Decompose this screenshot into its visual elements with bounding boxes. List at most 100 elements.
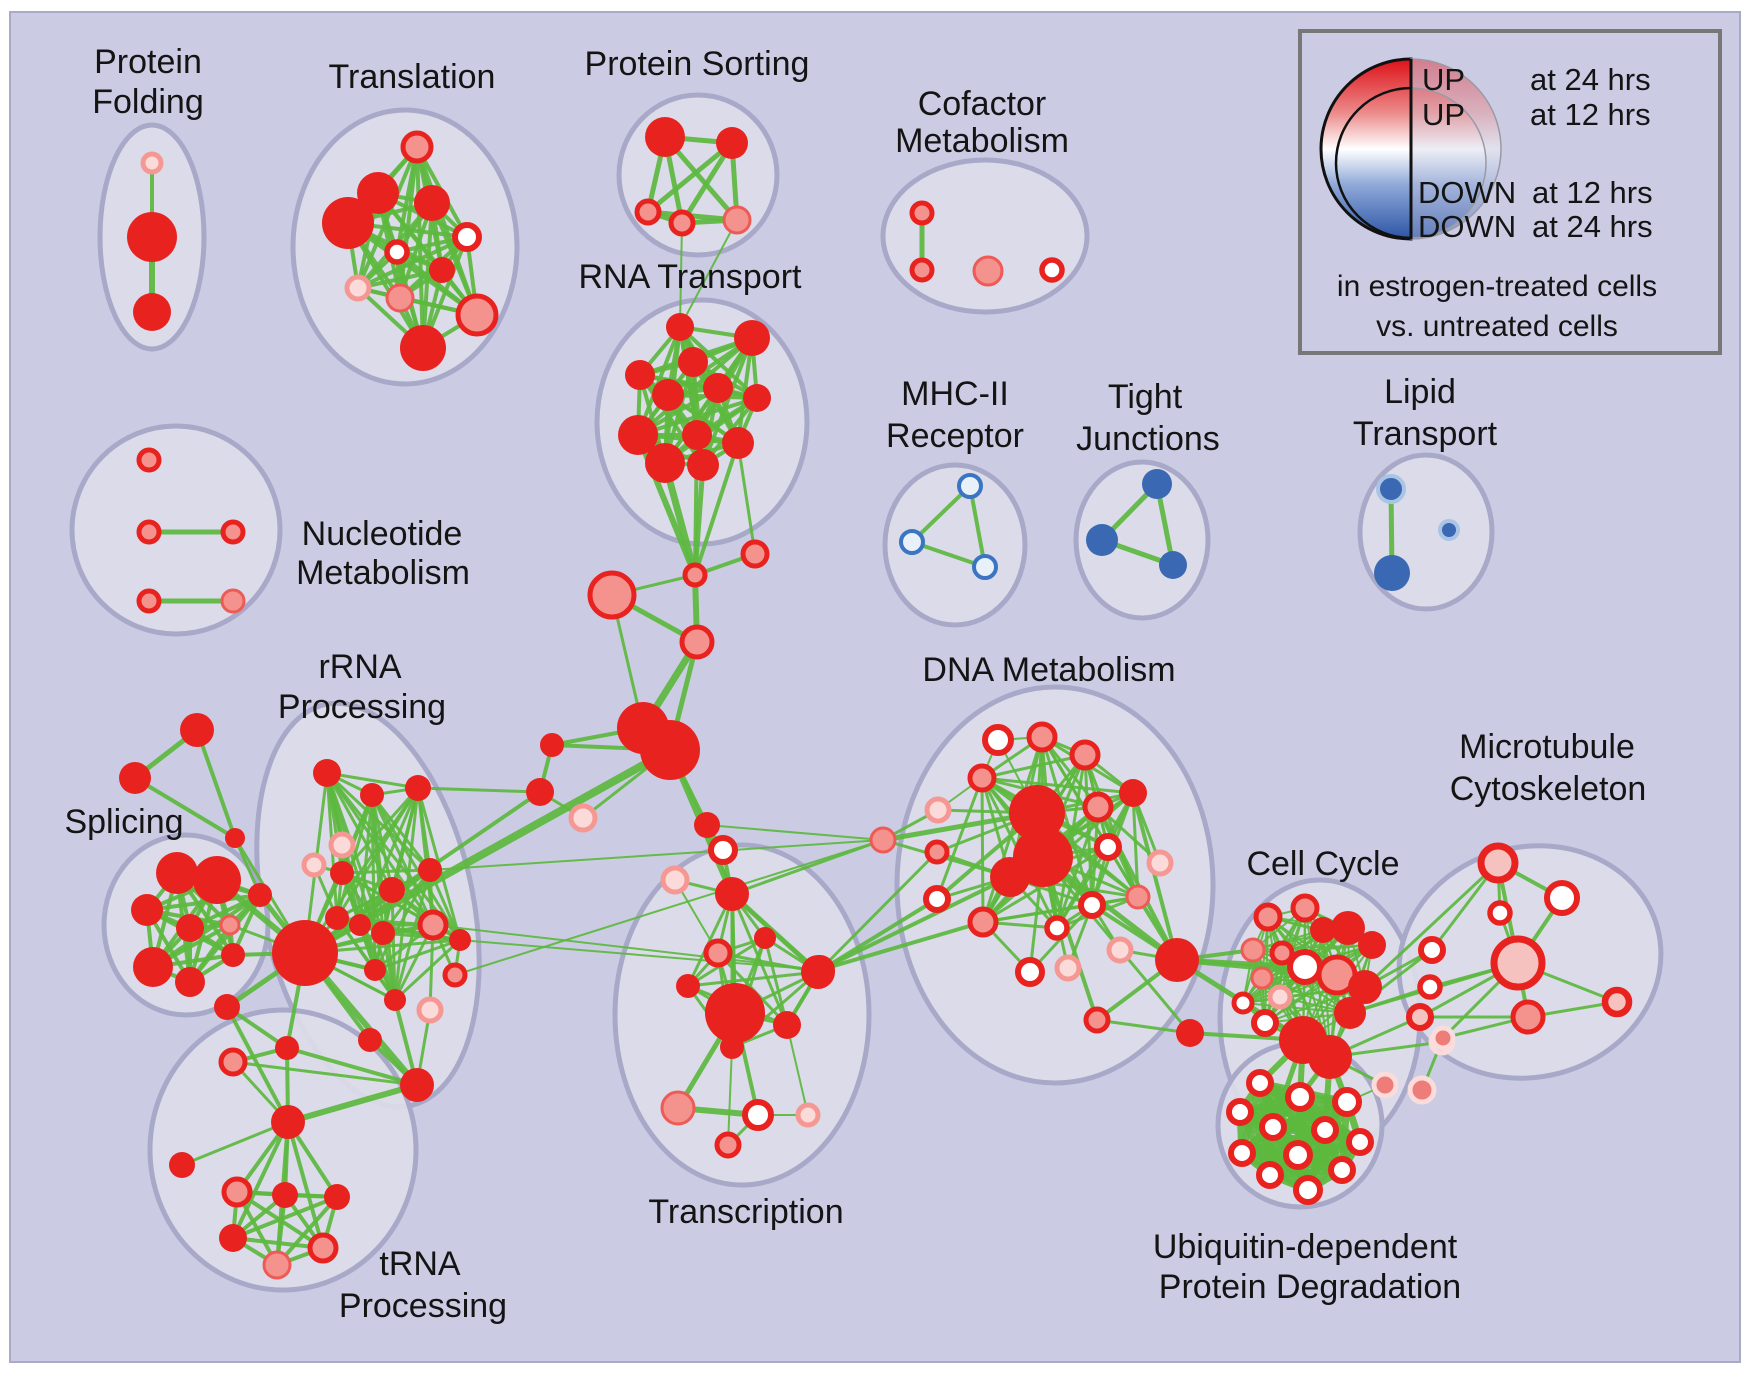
network-edge-clique [701,336,754,467]
network-node [1438,519,1460,541]
network-node [1119,779,1147,807]
network-node [678,347,708,377]
network-edge [429,839,884,871]
network-node [344,274,372,302]
network-edge [818,850,939,972]
network-edge-clique [393,938,462,1002]
network-node [982,724,1014,756]
network-node [773,1011,801,1039]
network-edge [285,1046,419,1087]
network-node [703,938,733,968]
network-node [193,856,241,904]
cluster-label: Cofactor [918,85,1047,123]
network-node [705,983,765,1043]
network-node [676,974,700,998]
network-node [1544,880,1580,916]
network-edge [195,728,237,840]
network-node [1601,986,1633,1018]
network-node [634,198,662,226]
network-node [330,861,354,885]
network-node [1106,936,1134,964]
network-node [136,519,162,545]
network-node [358,1028,382,1052]
network-node [1026,721,1058,753]
network-edge [693,441,740,577]
network-node [384,989,406,1011]
network-edge [736,441,757,556]
network-node [221,1176,253,1208]
cluster-label: RNA Transport [579,258,803,296]
network-node [1078,891,1106,919]
cluster-label: Processing [278,688,446,726]
network-node [923,885,951,913]
legend-time-label: at 24 hrs [1532,209,1653,244]
network-node [418,858,442,882]
network-node [180,713,214,747]
network-node [429,257,455,283]
network-edge [1095,1018,1192,1035]
network-edge-clique [980,753,1087,780]
network-node [618,415,658,455]
network-edge-clique [1083,753,1140,899]
network-node [909,200,935,226]
network-edge-clique [980,776,1135,795]
network-node [679,624,715,660]
network-node [526,778,554,806]
network-edge-clique [980,776,985,924]
legend-time-label: at 12 hrs [1530,97,1651,132]
network-edge-clique [638,373,705,467]
cluster-label: tRNA [379,1245,461,1283]
legend: UP at 24 hrs UP at 12 hrs DOWN at 12 hrs DOWN a… [1298,29,1722,355]
network-node [140,151,164,175]
network-node [715,877,749,911]
legend-note: vs. untreated cells [1376,310,1618,343]
network-edge [454,839,884,976]
cluster-label: Lipid [1384,373,1456,411]
network-node [119,762,151,794]
network-node [682,562,708,588]
network-edge [1131,791,1179,962]
network-edge-clique [151,893,262,969]
network-node [1331,911,1365,945]
network-edge [935,776,984,901]
cluster-label: Ubiquitin-dependent [1153,1228,1458,1266]
network-node [1310,917,1336,943]
network-node [1155,938,1199,982]
network-node [805,955,835,985]
network-edge-clique [370,793,432,872]
network-node [220,519,246,545]
network-node [703,373,733,403]
network-node [214,994,240,1020]
network-node [218,1047,248,1077]
network-edge [706,824,884,841]
network-node [322,197,374,249]
network-edge [285,1082,420,1125]
network-node [1290,893,1320,923]
network-node [1146,849,1174,877]
network-node [248,883,272,907]
network-edge-clique [275,1195,339,1267]
network-edge [679,219,738,328]
network-node [1371,1071,1399,1099]
cluster-bubble-mhc-ii-receptor [882,462,1028,628]
network-edge [679,222,683,328]
network-node [714,1131,742,1159]
network-node [1346,1128,1374,1156]
network-node [1256,1161,1284,1189]
network-edge-clique [303,786,420,955]
network-node [1142,469,1172,499]
network-node [1417,974,1443,1000]
network-node [262,1250,292,1280]
network-node [1405,1002,1435,1032]
network-node [328,831,356,859]
network-edge-clique [340,786,420,875]
network-edge-clique [686,970,820,988]
network-node [156,852,198,894]
network-node [1159,551,1187,579]
network-node [176,914,204,942]
network-edge [459,939,821,971]
cluster-label: Processing [339,1287,507,1325]
network-edge-clique [356,268,444,290]
